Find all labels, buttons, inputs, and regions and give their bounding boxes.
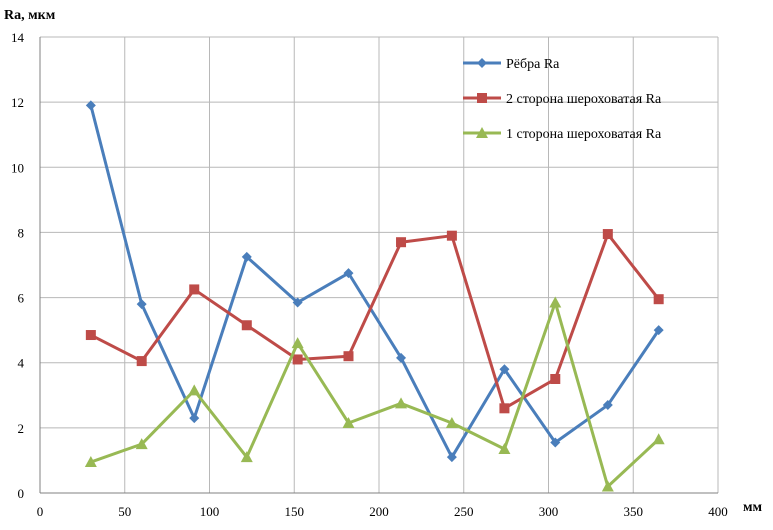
- data-point: [550, 437, 561, 448]
- x-tick-label: 100: [200, 504, 220, 519]
- legend-marker: [477, 58, 487, 68]
- data-point: [602, 400, 613, 411]
- data-point: [241, 320, 252, 331]
- series-group: [84, 100, 665, 492]
- series-2: [85, 229, 664, 414]
- data-point: [446, 230, 457, 241]
- data-point: [602, 229, 613, 240]
- y-tick-label: 10: [11, 160, 24, 175]
- x-tick-label: 250: [454, 504, 474, 519]
- y-tick-label: 0: [18, 486, 25, 501]
- data-point: [240, 451, 253, 463]
- legend: Рёбра Ra 2 сторона шероховатая Ra 1 сторон…: [463, 57, 662, 142]
- y-tick-label: 2: [18, 421, 25, 436]
- data-point: [395, 397, 408, 409]
- series-line: [90, 232, 660, 410]
- data-point: [445, 416, 458, 428]
- data-point: [292, 297, 303, 308]
- y-tick-label: 6: [18, 291, 25, 306]
- legend-marker: [476, 127, 488, 138]
- legend-label: Рёбра Ra: [506, 57, 560, 72]
- data-point: [85, 330, 96, 341]
- legend-item-2: 2 сторона шероховатая Ra: [463, 92, 662, 107]
- legend-label: 2 сторона шероховатая Ra: [506, 92, 662, 107]
- x-tick-label: 150: [285, 504, 305, 519]
- y-axis-title: Ra, мкм: [4, 8, 56, 23]
- data-point: [188, 384, 201, 396]
- data-point: [396, 352, 407, 363]
- x-axis-title: мм: [743, 500, 763, 515]
- data-point: [652, 433, 665, 445]
- data-point: [136, 299, 147, 310]
- data-point: [241, 251, 252, 262]
- y-tick-label: 8: [18, 225, 25, 240]
- x-tick-label: 0: [37, 504, 44, 519]
- legend-item-3: 1 сторона шероховатая Ra: [463, 127, 662, 142]
- legend-label: 1 сторона шероховатая Ra: [506, 127, 662, 142]
- data-point: [342, 416, 355, 428]
- data-point: [135, 438, 148, 450]
- data-point: [550, 374, 561, 384]
- data-point: [499, 364, 510, 375]
- data-point: [549, 296, 562, 308]
- data-point: [498, 443, 511, 455]
- tick-labels: 0 2 4 6 8 10 12 14 0 50 100 150 200 250 300 350 400: [11, 30, 728, 519]
- series-line: [90, 300, 660, 488]
- x-tick-label: 400: [708, 504, 728, 519]
- axes: [39, 37, 718, 494]
- x-tick-label: 350: [624, 504, 644, 519]
- data-point: [136, 356, 147, 367]
- series-3: [84, 296, 665, 492]
- data-point: [343, 351, 354, 362]
- data-point: [189, 284, 200, 295]
- data-point: [653, 294, 664, 305]
- legend-marker: [477, 93, 487, 103]
- grid: [39, 36, 719, 494]
- data-point: [396, 237, 407, 248]
- data-point: [601, 480, 614, 492]
- data-point: [291, 337, 304, 349]
- data-point: [85, 100, 96, 111]
- data-point: [292, 354, 303, 365]
- data-point: [343, 268, 354, 279]
- data-point: [446, 452, 457, 463]
- y-tick-label: 14: [11, 30, 25, 45]
- data-point: [653, 325, 664, 336]
- y-tick-label: 4: [18, 356, 25, 371]
- x-tick-label: 200: [369, 504, 389, 519]
- data-point: [499, 403, 510, 414]
- legend-item-1: Рёбра Ra: [463, 57, 560, 72]
- x-tick-label: 50: [118, 504, 131, 519]
- x-tick-label: 300: [539, 504, 559, 519]
- y-tick-label: 12: [11, 95, 24, 110]
- data-point: [84, 456, 97, 468]
- data-point: [189, 413, 200, 424]
